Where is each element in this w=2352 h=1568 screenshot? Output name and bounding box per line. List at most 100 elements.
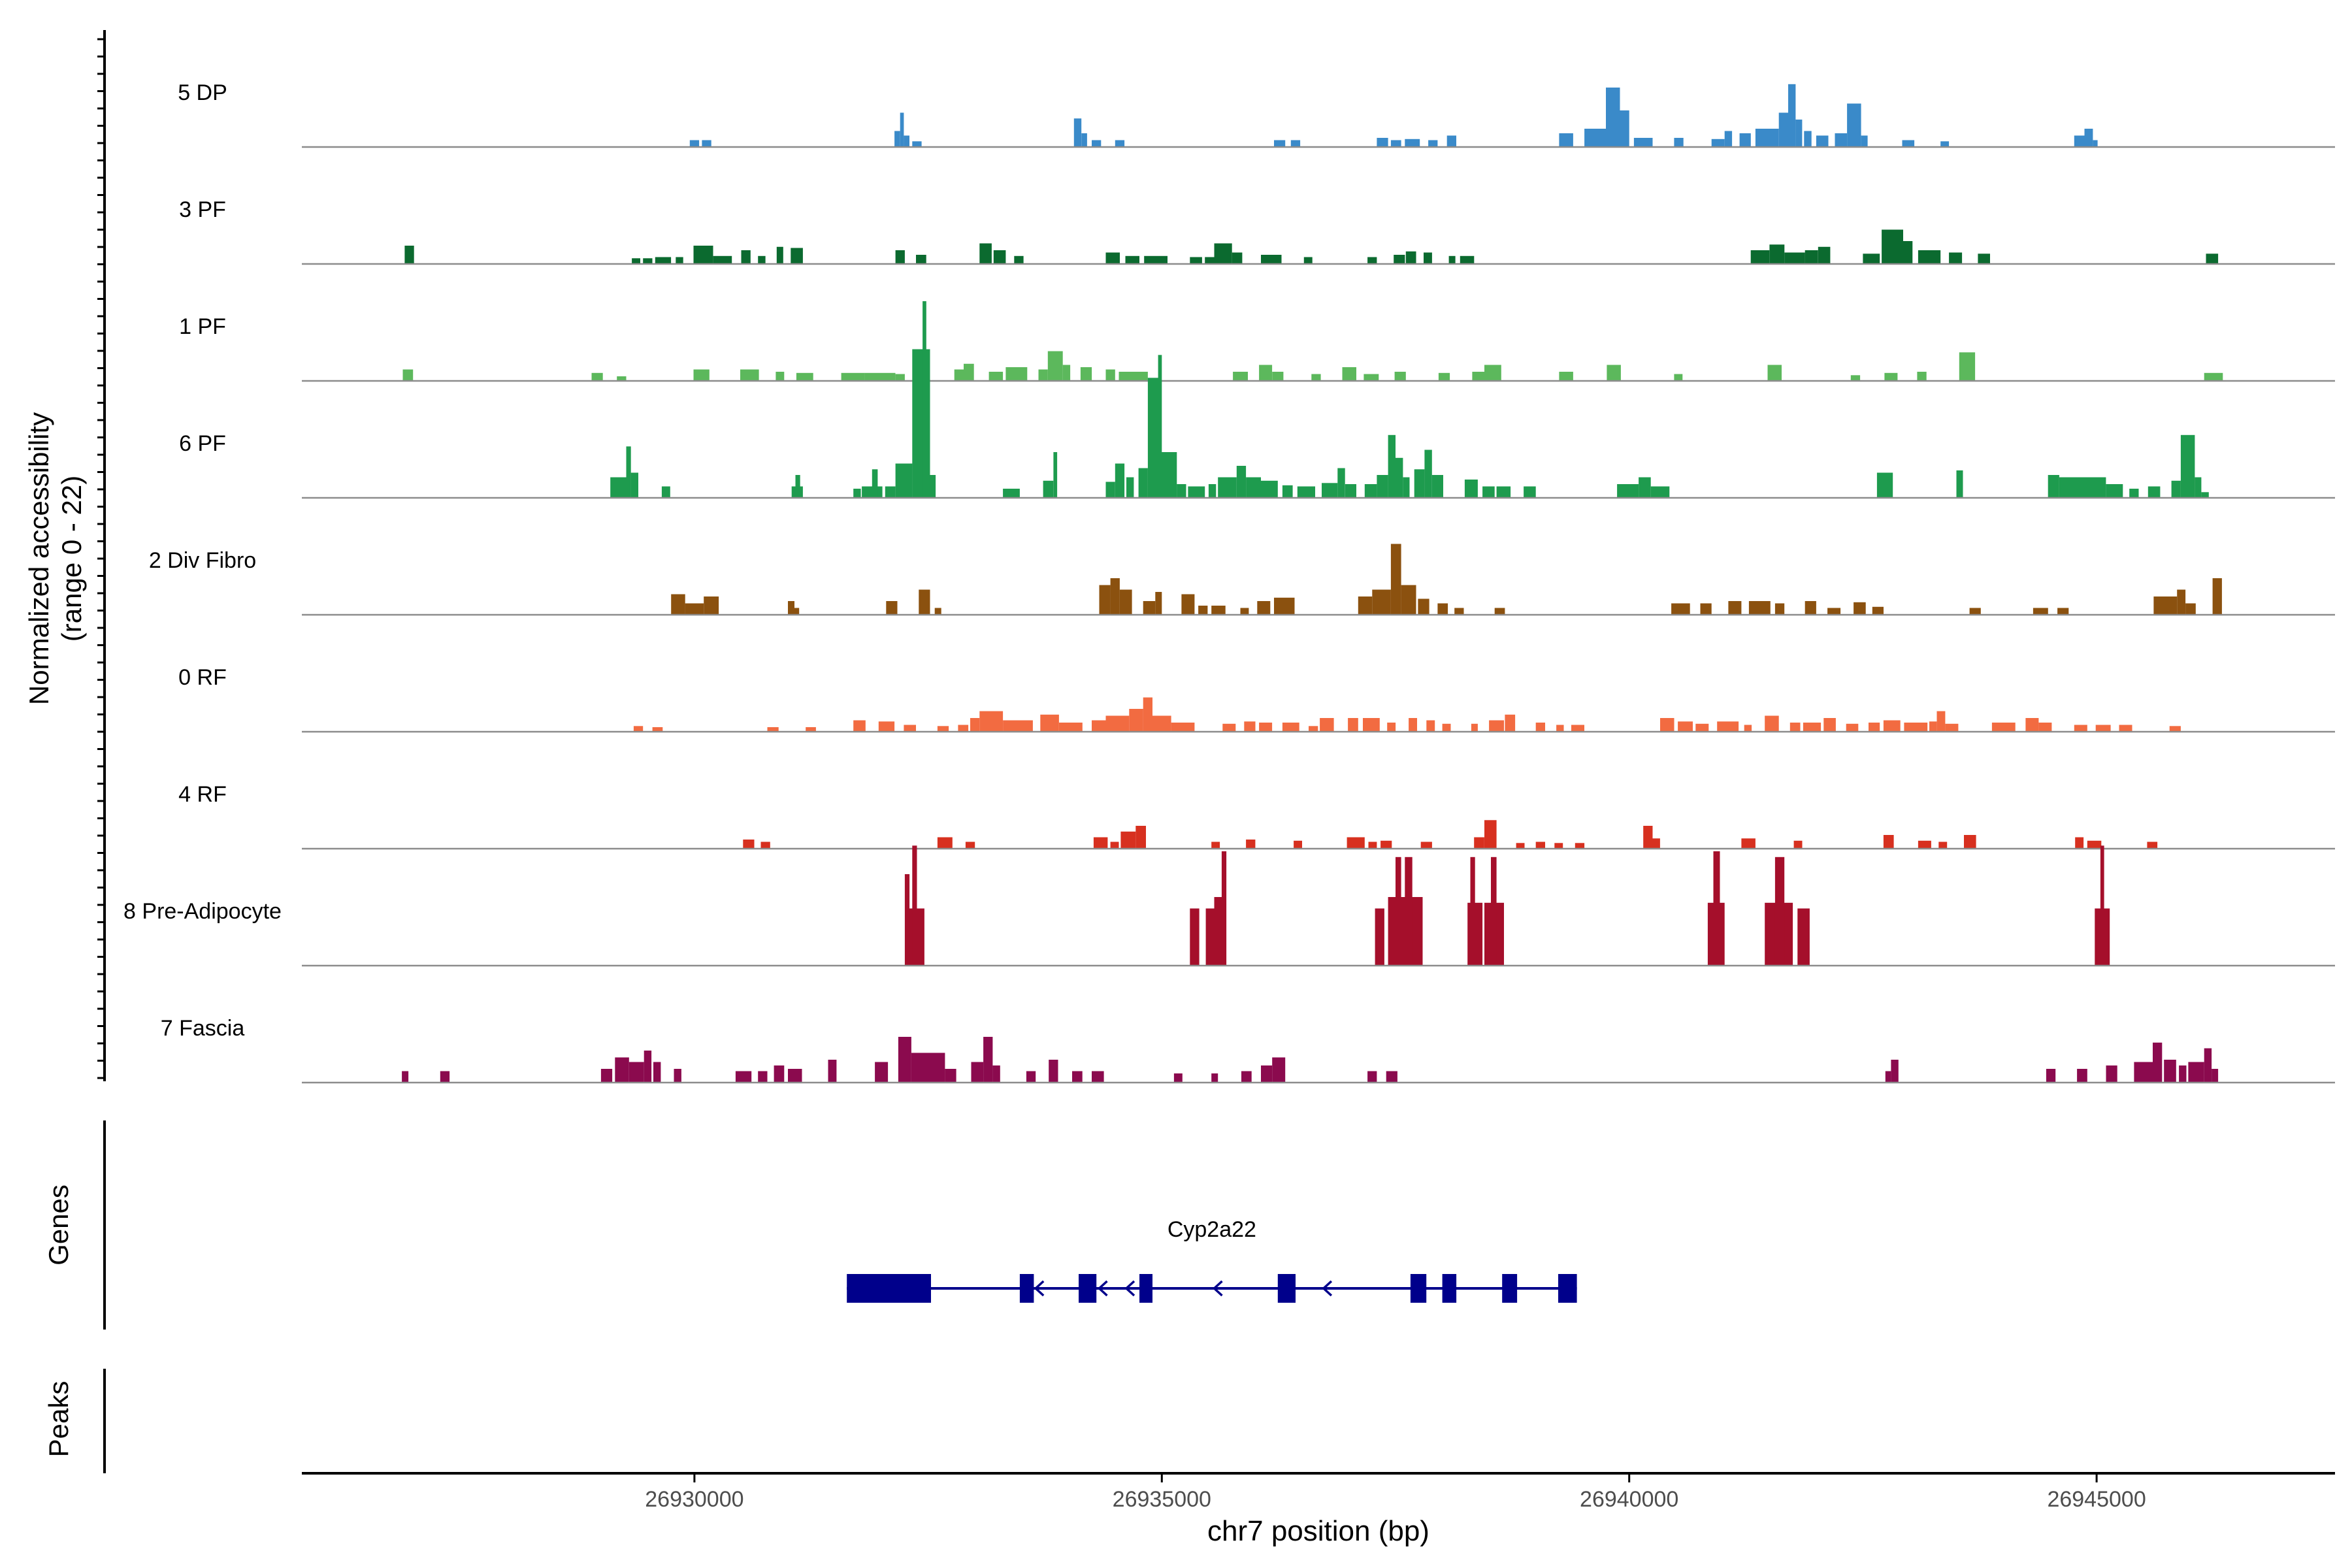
coverage-bar xyxy=(1367,257,1377,264)
coverage-bar xyxy=(1823,718,1836,732)
coverage-bar xyxy=(1080,367,1092,381)
coverage-bar xyxy=(1700,603,1712,615)
peaks-panel-label: Peaks xyxy=(43,1381,74,1458)
coverage-bar xyxy=(1883,835,1894,849)
track-label: 7 Fascia xyxy=(161,1016,245,1041)
coverage-bar xyxy=(1261,480,1278,498)
track: 0 RF xyxy=(178,665,2335,733)
coverage-bar xyxy=(1181,594,1195,615)
coverage-bar xyxy=(1969,608,1981,615)
y-axis-title-line2: (range 0 - 22) xyxy=(56,476,87,642)
coverage-bar xyxy=(1158,355,1162,498)
track: 8 Pre-Adipocyte xyxy=(123,845,2335,967)
coverage-bar xyxy=(1818,246,1831,265)
coverage-bar xyxy=(988,372,1004,381)
coverage-bar xyxy=(979,711,1004,732)
coverage-bar xyxy=(2169,726,2181,732)
coverage-bar xyxy=(1342,367,1356,381)
coverage-bar xyxy=(1208,484,1217,498)
coverage-bar xyxy=(954,369,964,381)
coverage-bar xyxy=(1367,1071,1377,1083)
coverage-bar xyxy=(1143,601,1156,615)
coverage-bar xyxy=(1233,372,1248,381)
coverage-bar xyxy=(912,141,922,148)
coverage-bar xyxy=(794,608,800,615)
coverage-bar xyxy=(1750,250,1770,264)
coverage-bar xyxy=(2185,603,2196,615)
coverage-bar xyxy=(1099,585,1111,615)
coverage-bar xyxy=(1414,469,1425,498)
coverage-bar xyxy=(1297,486,1315,498)
coverage-bar xyxy=(1438,372,1450,382)
coverage-bar xyxy=(1320,718,1334,732)
coverage-bar xyxy=(1671,603,1690,615)
coverage-bar xyxy=(1460,255,1475,265)
coverage-bar xyxy=(1364,374,1379,381)
coverage-bar xyxy=(1274,597,1295,615)
coverage-bar xyxy=(1902,140,1915,147)
coverage-bar xyxy=(1741,838,1756,849)
coverage-bar xyxy=(758,1071,768,1083)
coverage-bar xyxy=(1446,135,1456,147)
track: 5 DP xyxy=(178,80,2335,148)
coverage-bar xyxy=(402,369,414,381)
track: 3 PF xyxy=(179,197,2335,265)
coverage-bar xyxy=(1559,133,1573,147)
coverage-bar xyxy=(2033,608,2048,615)
coverage-bar xyxy=(1940,141,1950,148)
coverage-bar xyxy=(2048,475,2059,498)
coverage-bar xyxy=(735,1071,752,1083)
coverage-bar xyxy=(1945,723,1959,732)
coverage-bar xyxy=(1778,112,1788,147)
coverage-bar xyxy=(2077,1069,2087,1083)
coverage-bar xyxy=(1472,372,1484,381)
track-label: 1 PF xyxy=(179,314,226,339)
coverage-bar xyxy=(900,112,904,147)
coverage-bar xyxy=(930,475,936,498)
coverage-bar xyxy=(1171,723,1195,732)
gene-exon xyxy=(1079,1274,1097,1303)
coverage-bar xyxy=(689,140,700,147)
coverage-bar xyxy=(591,372,603,382)
coverage-bar xyxy=(1418,598,1429,615)
coverage-bar xyxy=(1767,365,1782,381)
coverage-bar xyxy=(2025,718,2039,732)
coverage-bar xyxy=(774,1065,785,1083)
coverage-bar xyxy=(1606,88,1620,147)
coverage-bar xyxy=(1505,714,1516,732)
coverage-bar xyxy=(1138,468,1148,498)
coverage-bar xyxy=(993,250,1006,264)
coverage-bar xyxy=(937,726,949,732)
coverage-bar xyxy=(1797,908,1810,966)
coverage-bar xyxy=(1092,140,1102,147)
coverage-bar xyxy=(2180,434,2195,498)
coverage-bar xyxy=(2046,1069,2056,1083)
coverage-bar xyxy=(2106,1065,2117,1083)
coverage-bar xyxy=(916,255,926,264)
coverage-bar xyxy=(1337,468,1345,498)
coverage-bar xyxy=(1804,131,1812,147)
coverage-bar xyxy=(1093,837,1108,849)
coverage-y-axis-ticks xyxy=(97,38,105,1079)
coverage-bar xyxy=(1918,840,1931,849)
coverage-bar xyxy=(2075,837,2084,849)
coverage-bar xyxy=(1396,857,1401,966)
coverage-bar xyxy=(1489,720,1504,732)
coverage-bar xyxy=(1643,826,1653,849)
track-label: 0 RF xyxy=(178,665,227,690)
coverage-bar xyxy=(1964,835,1976,849)
coverage-bar xyxy=(1674,138,1684,147)
coverage-bar xyxy=(1724,131,1733,147)
coverage-bar xyxy=(1903,241,1913,264)
x-axis-ticks: 26930000 26935000 26940000 26945000 xyxy=(645,1473,2146,1512)
coverage-bar xyxy=(2134,1062,2153,1083)
coverage-bar xyxy=(2195,477,2202,498)
coverage-bar xyxy=(1584,129,1606,147)
coverage-bar xyxy=(1633,138,1653,147)
coverage-bar xyxy=(1272,1057,1286,1083)
coverage-bar xyxy=(1652,838,1660,849)
coverage-bar xyxy=(1607,365,1621,381)
coverage-bar xyxy=(1155,592,1162,615)
coverage-bar xyxy=(828,1060,837,1083)
coverage-bar xyxy=(1358,596,1373,615)
